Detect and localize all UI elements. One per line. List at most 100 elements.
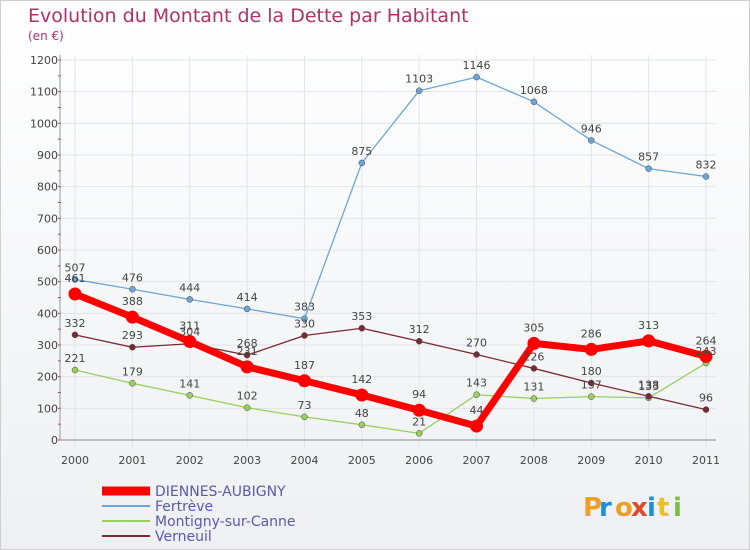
data-label: 180 — [581, 365, 602, 378]
data-point — [645, 393, 652, 400]
y-tick-label: 700 — [37, 212, 58, 225]
data-label: 264 — [696, 334, 717, 347]
data-point — [129, 286, 136, 293]
data-point — [530, 365, 538, 372]
data-point — [588, 393, 595, 400]
data-label: 311 — [179, 320, 200, 333]
data-point — [355, 388, 369, 402]
data-point — [301, 413, 308, 421]
data-label: 312 — [409, 323, 430, 336]
data-point — [530, 98, 538, 106]
data-point — [588, 137, 595, 144]
x-tick-label: 2002 — [176, 454, 204, 467]
data-label: 461 — [65, 272, 86, 285]
y-tick-label: 1100 — [30, 86, 58, 99]
logo-letter: r — [599, 493, 612, 523]
data-label: 332 — [65, 317, 86, 330]
data-point — [415, 337, 423, 345]
data-point — [301, 332, 308, 339]
data-label: 414 — [237, 291, 258, 304]
data-point — [358, 324, 366, 332]
series-line-fertr-ve — [74, 76, 707, 320]
data-point — [68, 287, 82, 301]
x-tick-label: 2000 — [61, 454, 89, 467]
data-label: 304 — [179, 326, 200, 339]
chart-title: Evolution du Montant de la Dette par Hab… — [28, 5, 469, 27]
data-point — [129, 343, 136, 351]
logo-letter: o — [615, 493, 633, 523]
data-label: 142 — [351, 373, 372, 386]
data-label: 832 — [696, 159, 717, 172]
data-point — [243, 404, 251, 411]
y-tick-label: 0 — [51, 434, 58, 447]
data-point — [71, 276, 79, 283]
data-label: 353 — [351, 310, 372, 323]
data-label: 875 — [351, 145, 372, 158]
logo-letter: P — [583, 493, 602, 523]
series-line-montigny-sur-canne — [74, 362, 707, 435]
data-point — [183, 335, 197, 349]
data-point — [358, 159, 366, 167]
chart-subtitle: (en €) — [28, 29, 64, 43]
y-tick-label: 1000 — [30, 117, 58, 130]
proxiti-logo: Pr ox i t i — [583, 493, 682, 523]
data-label: 221 — [65, 352, 86, 365]
logo-letter: t — [657, 493, 669, 523]
data-point — [527, 336, 541, 350]
y-tick-label: 300 — [37, 339, 58, 352]
series-line-diennes-aubigny — [71, 290, 710, 430]
data-point — [240, 360, 254, 374]
data-label: 1146 — [463, 59, 491, 72]
legend-label: Fertrève — [155, 499, 213, 515]
data-label: 857 — [638, 151, 659, 164]
x-tick-label: 2008 — [520, 454, 548, 467]
x-tick-label: 2010 — [635, 454, 663, 467]
data-label: 270 — [466, 337, 487, 350]
data-label: 102 — [237, 390, 258, 403]
data-label: 48 — [355, 407, 369, 420]
data-point — [415, 87, 423, 94]
data-point — [71, 331, 79, 339]
y-tick-label: 900 — [37, 149, 58, 162]
logo-letter: i — [647, 493, 656, 523]
x-tick-label: 2003 — [233, 454, 261, 467]
data-label: 96 — [699, 392, 713, 405]
data-label: 286 — [581, 327, 602, 340]
data-point — [412, 403, 426, 417]
data-label: 383 — [294, 301, 315, 314]
legend-label: Verneuil — [155, 529, 212, 545]
data-label: 444 — [179, 281, 200, 294]
series-line-verneuil — [74, 327, 707, 411]
y-tick-label: 500 — [37, 276, 58, 289]
data-label: 1103 — [405, 73, 433, 86]
data-point — [642, 334, 656, 348]
x-tick-label: 2009 — [577, 454, 605, 467]
data-point — [530, 395, 538, 402]
data-point — [186, 392, 193, 399]
y-tick-label: 1200 — [30, 54, 58, 67]
legend-label: Montigny-sur-Canne — [155, 514, 296, 530]
data-point — [243, 305, 251, 313]
x-tick-label: 2007 — [463, 454, 491, 467]
data-label: 179 — [122, 365, 143, 378]
data-point — [645, 165, 652, 172]
data-point — [702, 173, 710, 180]
data-label: 21 — [412, 415, 426, 428]
data-point — [699, 349, 713, 363]
data-label: 313 — [638, 319, 659, 332]
data-label: 243 — [696, 345, 717, 358]
data-point — [473, 351, 480, 358]
logo-letter: i — [673, 493, 682, 523]
data-label: 476 — [122, 271, 143, 284]
data-point — [129, 380, 136, 387]
data-point — [125, 310, 139, 324]
data-point — [473, 73, 480, 81]
x-tick-label: 2005 — [348, 454, 376, 467]
data-label: 388 — [122, 295, 143, 308]
data-label: 231 — [237, 345, 258, 358]
data-label: 1068 — [520, 84, 548, 97]
data-point — [71, 366, 79, 374]
data-label: 507 — [65, 261, 86, 274]
data-point — [186, 296, 193, 303]
